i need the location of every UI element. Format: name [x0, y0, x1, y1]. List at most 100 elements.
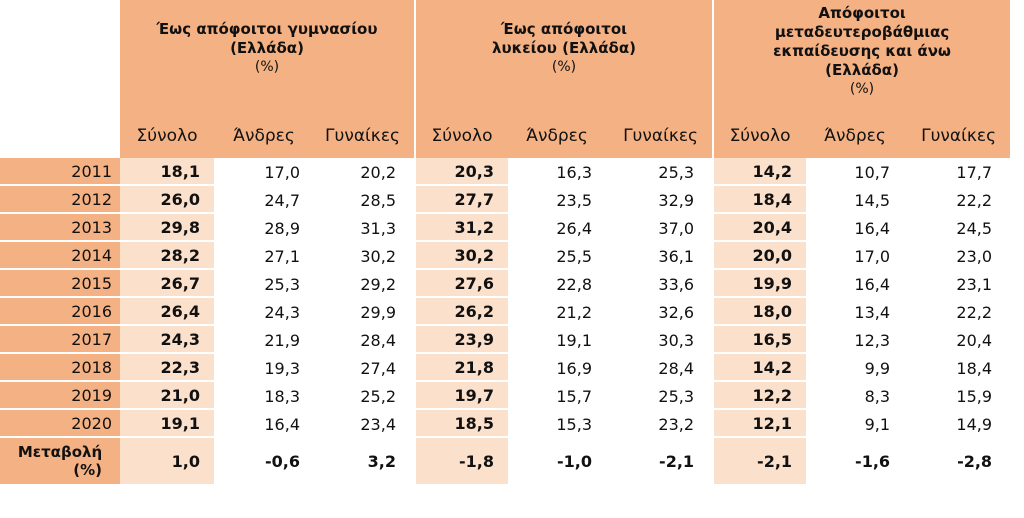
value-cell: 21,2 — [508, 298, 606, 326]
total-value-cell: 18,1 — [120, 158, 214, 186]
change-value-cell: -0,6 — [214, 438, 314, 484]
total-value-cell: 18,4 — [712, 186, 807, 214]
value-cell: 32,6 — [606, 298, 713, 326]
change-row: Μεταβολή (%) 1,0 -0,6 3,2 -1,8 -1,0 -2,1 -2,1 -1,… — [0, 438, 1011, 484]
value-cell: 28,4 — [314, 326, 414, 354]
group-unit: (%) — [849, 81, 875, 97]
value-cell: 23,0 — [904, 242, 1011, 270]
value-cell: 23,1 — [904, 270, 1011, 298]
value-cell: 9,9 — [806, 354, 905, 382]
year-cell: 2014 — [0, 242, 120, 270]
value-cell: 25,5 — [508, 242, 606, 270]
value-cell: 28,5 — [314, 186, 414, 214]
total-value-cell: 19,1 — [120, 410, 214, 438]
year-cell: 2016 — [0, 298, 120, 326]
change-value-cell: -1,8 — [414, 438, 508, 484]
change-value-cell: -1,6 — [806, 438, 905, 484]
group-header-lower-secondary: Έως απόφοιτοι γυμνασίου (Ελλάδα) (%) — [120, 0, 414, 114]
value-cell: 16,9 — [508, 354, 606, 382]
corner-cell — [0, 114, 120, 158]
total-value-cell: 26,0 — [120, 186, 214, 214]
group-header-row: Έως απόφοιτοι γυμνασίου (Ελλάδα) (%) Έως… — [0, 0, 1011, 114]
value-cell: 12,3 — [806, 326, 905, 354]
change-value-cell: -2,1 — [606, 438, 713, 484]
subheader-men: Άνδρες — [508, 114, 606, 158]
value-cell: 10,7 — [806, 158, 905, 186]
value-cell: 17,0 — [214, 158, 314, 186]
change-label: Μεταβολή (%) — [0, 438, 120, 484]
value-cell: 23,5 — [508, 186, 606, 214]
value-cell: 18,4 — [904, 354, 1011, 382]
subheader-row: Σύνολο Άνδρες Γυναίκες Σύνολο Άνδρες Γυν… — [0, 114, 1011, 158]
value-cell: 26,4 — [508, 214, 606, 242]
group-unit: (%) — [551, 59, 577, 75]
value-cell: 25,3 — [606, 382, 713, 410]
value-cell: 16,3 — [508, 158, 606, 186]
year-cell: 2018 — [0, 354, 120, 382]
value-cell: 32,9 — [606, 186, 713, 214]
value-cell: 22,2 — [904, 298, 1011, 326]
value-cell: 8,3 — [806, 382, 905, 410]
total-value-cell: 29,8 — [120, 214, 214, 242]
group-unit: (%) — [254, 59, 280, 75]
total-value-cell: 24,3 — [120, 326, 214, 354]
total-value-cell: 18,5 — [414, 410, 508, 438]
value-cell: 23,4 — [314, 410, 414, 438]
group-header-post-secondary: Απόφοιτοι μεταδευτεροβάθμιας εκπαίδευσης… — [712, 0, 1011, 114]
value-cell: 20,4 — [904, 326, 1011, 354]
table-row: 2015 26,7 25,3 29,2 27,6 22,8 33,6 19,9 16,4 23,1 — [0, 270, 1011, 298]
total-value-cell: 18,0 — [712, 298, 807, 326]
year-cell: 2013 — [0, 214, 120, 242]
value-cell: 19,3 — [214, 354, 314, 382]
subheader-women: Γυναίκες — [904, 114, 1011, 158]
value-cell: 28,9 — [214, 214, 314, 242]
total-value-cell: 16,5 — [712, 326, 807, 354]
subheader-men: Άνδρες — [806, 114, 905, 158]
total-value-cell: 12,1 — [712, 410, 807, 438]
value-cell: 28,4 — [606, 354, 713, 382]
total-value-cell: 12,2 — [712, 382, 807, 410]
table-row: 2012 26,0 24,7 28,5 27,7 23,5 32,9 18,4 14,5 22,2 — [0, 186, 1011, 214]
change-value-cell: 1,0 — [120, 438, 214, 484]
total-value-cell: 28,2 — [120, 242, 214, 270]
value-cell: 25,2 — [314, 382, 414, 410]
total-value-cell: 26,2 — [414, 298, 508, 326]
value-cell: 14,9 — [904, 410, 1011, 438]
table-row: 2020 19,1 16,4 23,4 18,5 15,3 23,2 12,1 9,1 14,9 — [0, 410, 1011, 438]
value-cell: 27,4 — [314, 354, 414, 382]
total-value-cell: 21,8 — [414, 354, 508, 382]
value-cell: 27,1 — [214, 242, 314, 270]
total-value-cell: 19,7 — [414, 382, 508, 410]
change-value-cell: -1,0 — [508, 438, 606, 484]
table-row: 2019 21,0 18,3 25,2 19,7 15,7 25,3 12,2 8,3 15,9 — [0, 382, 1011, 410]
year-cell: 2019 — [0, 382, 120, 410]
value-cell: 16,4 — [806, 270, 905, 298]
total-value-cell: 20,4 — [712, 214, 807, 242]
total-value-cell: 20,0 — [712, 242, 807, 270]
value-cell: 24,7 — [214, 186, 314, 214]
total-value-cell: 20,3 — [414, 158, 508, 186]
value-cell: 17,7 — [904, 158, 1011, 186]
table-row: 2018 22,3 19,3 27,4 21,8 16,9 28,4 14,2 9,9 18,4 — [0, 354, 1011, 382]
change-value-cell: 3,2 — [314, 438, 414, 484]
value-cell: 20,2 — [314, 158, 414, 186]
value-cell: 29,9 — [314, 298, 414, 326]
total-value-cell: 14,2 — [712, 158, 807, 186]
value-cell: 33,6 — [606, 270, 713, 298]
total-value-cell: 31,2 — [414, 214, 508, 242]
value-cell: 36,1 — [606, 242, 713, 270]
total-value-cell: 14,2 — [712, 354, 807, 382]
table-row: 2011 18,1 17,0 20,2 20,3 16,3 25,3 14,2 10,7 17,7 — [0, 158, 1011, 186]
subheader-total: Σύνολο — [414, 114, 508, 158]
value-cell: 16,4 — [214, 410, 314, 438]
year-cell: 2015 — [0, 270, 120, 298]
total-value-cell: 23,9 — [414, 326, 508, 354]
year-cell: 2012 — [0, 186, 120, 214]
year-cell: 2020 — [0, 410, 120, 438]
value-cell: 17,0 — [806, 242, 905, 270]
value-cell: 16,4 — [806, 214, 905, 242]
table-row: 2014 28,2 27,1 30,2 30,2 25,5 36,1 20,0 17,0 23,0 — [0, 242, 1011, 270]
value-cell: 19,1 — [508, 326, 606, 354]
value-cell: 22,2 — [904, 186, 1011, 214]
total-value-cell: 27,7 — [414, 186, 508, 214]
